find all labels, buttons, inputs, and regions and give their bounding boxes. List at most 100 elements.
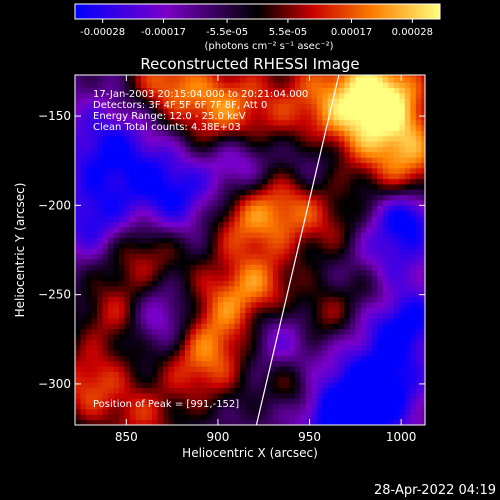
heatmap-cell: [96, 232, 103, 238]
heatmap-cell: [190, 119, 197, 126]
heatmap-cell: [410, 189, 417, 196]
heatmap-cell: [234, 291, 241, 297]
heatmap-cell: [382, 125, 389, 131]
heatmap-cell: [250, 312, 257, 319]
heatmap-cell: [261, 237, 268, 244]
heatmap-cell: [201, 312, 208, 319]
heatmap-cell: [256, 221, 263, 228]
heatmap-cell: [80, 269, 87, 276]
heatmap-cell: [168, 317, 175, 324]
heatmap-cell: [239, 285, 246, 292]
heatmap-cell: [366, 366, 373, 372]
heatmap-cell: [305, 344, 312, 351]
heatmap-cell: [173, 135, 180, 142]
heatmap-cell: [151, 264, 158, 271]
heatmap-cell: [206, 157, 213, 163]
heatmap-cell: [140, 157, 147, 163]
heatmap-cell: [371, 376, 378, 383]
heatmap-cell: [272, 98, 279, 105]
heatmap-cell: [344, 253, 351, 260]
heatmap-cell: [388, 371, 395, 378]
heatmap-cell: [377, 87, 384, 94]
heatmap-cell: [283, 280, 290, 287]
heatmap-cell: [278, 376, 285, 383]
heatmap-cell: [421, 366, 425, 372]
heatmap-cell: [366, 339, 373, 346]
heatmap-cell: [333, 119, 340, 126]
heatmap-cell: [399, 323, 406, 330]
heatmap-cell: [118, 360, 125, 367]
heatmap-cell: [311, 280, 318, 287]
heatmap-cell: [355, 119, 362, 126]
heatmap-cell: [173, 344, 180, 351]
heatmap-cell: [338, 103, 345, 110]
heatmap-cell: [388, 301, 395, 308]
heatmap-cell: [168, 135, 175, 142]
heatmap-cell: [234, 350, 241, 356]
heatmap-cell: [267, 76, 274, 83]
heatmap-cell: [404, 296, 411, 303]
heatmap-cell: [234, 221, 241, 228]
heatmap-cell: [168, 162, 175, 169]
heatmap-cell: [311, 205, 318, 212]
heatmap-cell: [371, 366, 378, 372]
heatmap-cell: [272, 269, 279, 276]
heatmap-cell: [278, 87, 285, 94]
heatmap-cell: [162, 339, 169, 346]
heatmap-cell: [399, 210, 406, 217]
heatmap-cell: [421, 119, 425, 126]
heatmap-cell: [129, 355, 136, 362]
heatmap-cell: [129, 291, 136, 297]
heatmap-cell: [201, 333, 208, 340]
heatmap-cell: [371, 226, 378, 233]
heatmap-cell: [393, 269, 400, 276]
heatmap-cell: [162, 376, 169, 383]
heatmap-cell: [421, 75, 425, 78]
heatmap-cell: [228, 371, 235, 378]
heatmap-cell: [316, 355, 323, 362]
heatmap-cell: [327, 253, 334, 260]
heatmap-cell: [173, 75, 180, 78]
heatmap-cell: [168, 183, 175, 190]
heatmap-cell: [388, 167, 395, 174]
heatmap-cell: [190, 141, 197, 147]
heatmap-cell: [261, 92, 268, 99]
heatmap-cell: [316, 82, 323, 88]
heatmap-cell: [239, 253, 246, 260]
heatmap-cell: [212, 296, 219, 303]
heatmap-cell: [223, 216, 230, 222]
heatmap-cell: [80, 75, 87, 78]
x-tick-label: 900: [206, 430, 229, 444]
heatmap-cell: [239, 216, 246, 222]
heatmap-cell: [311, 296, 318, 303]
heatmap-cell: [124, 221, 131, 228]
heatmap-cell: [102, 75, 109, 78]
heatmap-cell: [113, 414, 120, 421]
heatmap-cell: [333, 76, 340, 83]
heatmap-cell: [201, 82, 208, 88]
heatmap-cell: [135, 103, 142, 110]
heatmap-cell: [190, 216, 197, 222]
heatmap-cell: [223, 141, 230, 147]
heatmap-cell: [201, 162, 208, 169]
heatmap-cell: [278, 125, 285, 131]
heatmap-cell: [157, 98, 164, 105]
heatmap-cell: [85, 355, 92, 362]
heatmap-cell: [410, 398, 417, 405]
heatmap-cell: [366, 291, 373, 297]
heatmap-cell: [267, 355, 274, 362]
heatmap-cell: [256, 114, 263, 121]
heatmap-cell: [316, 317, 323, 324]
heatmap-cell: [421, 360, 425, 367]
heatmap-cell: [355, 178, 362, 185]
heatmap-cell: [140, 280, 147, 287]
heatmap-cell: [91, 414, 98, 421]
heatmap-cell: [91, 189, 98, 196]
heatmap-cell: [338, 398, 345, 405]
heatmap-cell: [91, 269, 98, 276]
heatmap-cell: [239, 296, 246, 303]
heatmap-cell: [283, 146, 290, 153]
heatmap-cell: [190, 280, 197, 287]
heatmap-cell: [129, 178, 136, 185]
heatmap-cell: [124, 291, 131, 297]
